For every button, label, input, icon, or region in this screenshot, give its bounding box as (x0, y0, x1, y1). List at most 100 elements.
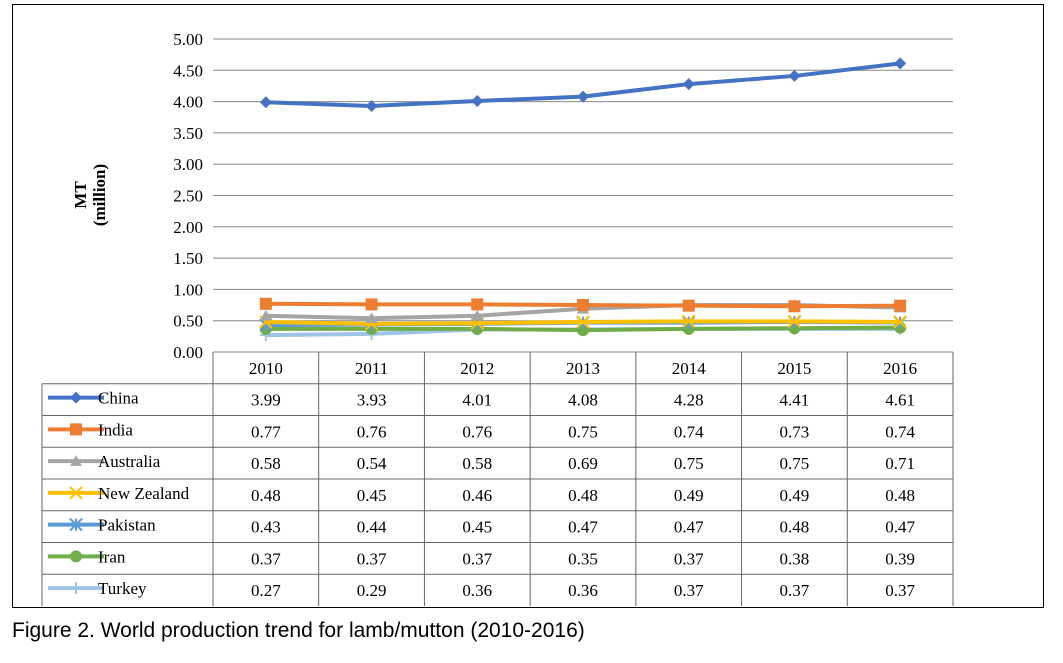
data-label-iran: 0.37 (674, 549, 704, 568)
data-label-iran: 0.39 (885, 549, 915, 568)
data-label-iran: 0.37 (462, 549, 492, 568)
data-label-india: 0.74 (674, 422, 704, 441)
data-label-india: 0.76 (462, 422, 492, 441)
data-label-china: 3.93 (357, 391, 387, 410)
data-label-china: 4.28 (674, 391, 704, 410)
y-axis-ticks: 0.00 0.50 1.00 1.50 2.00 2.50 3.00 3.50 4.00 4.50… (173, 30, 203, 362)
data-label-australia: 0.58 (251, 454, 281, 473)
y-tick-label: 5.00 (173, 30, 203, 49)
data-label-india: 0.75 (568, 422, 598, 441)
data-label-china: 4.01 (462, 391, 492, 410)
data-label-turkey: 0.37 (674, 581, 704, 600)
legend-entry-australia: Australia (98, 452, 161, 471)
data-label-pakistan: 0.45 (462, 518, 492, 537)
data-label-china: 4.61 (885, 391, 915, 410)
data-label-australia: 0.69 (568, 454, 598, 473)
data-point-india (577, 299, 589, 312)
data-label-turkey: 0.36 (462, 581, 492, 600)
legend-marker-turkey (70, 582, 82, 595)
data-label-new-zealand: 0.48 (568, 486, 598, 505)
y-tick-label: 3.00 (173, 155, 203, 174)
legend-marker-china (70, 391, 82, 404)
data-label-new-zealand: 0.45 (357, 486, 387, 505)
data-label-iran: 0.38 (780, 549, 810, 568)
data-label-iran: 0.37 (357, 549, 387, 568)
data-label-new-zealand: 0.46 (462, 486, 492, 505)
data-label-turkey: 0.36 (568, 581, 598, 600)
data-label-turkey: 0.37 (780, 581, 810, 600)
data-label-australia: 0.75 (780, 454, 810, 473)
legend-entry-new-zealand: New Zealand (98, 484, 190, 503)
y-tick-label: 4.00 (173, 93, 203, 112)
data-label-new-zealand: 0.48 (251, 486, 281, 505)
data-point-china (682, 78, 695, 91)
data-label-china: 4.41 (780, 391, 810, 410)
y-tick-label: 4.50 (173, 61, 203, 80)
data-point-india (894, 299, 907, 312)
x-category-label: 2015 (777, 359, 811, 378)
data-point-new-zealand (682, 314, 696, 329)
legend-marker-india (70, 423, 82, 436)
data-label-pakistan: 0.48 (780, 518, 810, 537)
y-tick-label: 1.00 (173, 280, 203, 299)
legend-entry-china: China (98, 389, 139, 408)
data-label-pakistan: 0.47 (568, 518, 598, 537)
data-point-china (471, 94, 484, 107)
data-point-new-zealand (576, 315, 590, 329)
data-label-pakistan: 0.47 (674, 518, 704, 537)
y-tick-label: 1.50 (173, 249, 203, 268)
data-label-turkey: 0.37 (885, 581, 915, 600)
data-point-australia (365, 312, 378, 323)
data-point-new-zealand (893, 315, 907, 329)
data-label-new-zealand: 0.49 (674, 486, 704, 505)
data-label-india: 0.74 (885, 422, 915, 441)
data-label-australia: 0.75 (674, 454, 704, 473)
figure-caption: Figure 2. World production trend for lam… (12, 619, 585, 642)
legend-entry-iran: Iran (98, 547, 126, 566)
data-point-australia (471, 309, 484, 321)
data-label-iran: 0.35 (568, 549, 598, 568)
legend-entry-pakistan: Pakistan (98, 516, 156, 535)
x-category-label: 2012 (460, 359, 494, 378)
y-tick-label: 2.00 (173, 218, 203, 237)
data-label-turkey: 0.27 (251, 581, 281, 600)
data-label-australia: 0.58 (462, 454, 492, 473)
legend-marker-iran (70, 550, 82, 563)
data-label-pakistan: 0.43 (251, 518, 281, 537)
data-label-australia: 0.54 (357, 454, 387, 473)
legend-marker-new-zealand (69, 486, 83, 500)
data-point-india (365, 298, 378, 311)
data-point-new-zealand (787, 314, 802, 329)
line-chart: 0.00 0.50 1.00 1.50 2.00 2.50 3.00 3.50 4.00 4.50… (41, 30, 954, 606)
y-tick-label: 0.50 (173, 312, 203, 331)
data-label-new-zealand: 0.48 (885, 486, 915, 505)
legend-entry-turkey: Turkey (98, 579, 147, 598)
data-label-china: 4.08 (568, 391, 598, 410)
data-point-china (894, 57, 907, 70)
data-point-india (471, 298, 484, 311)
x-category-label: 2010 (249, 359, 283, 378)
data-point-iran (577, 324, 589, 337)
data-label-india: 0.77 (251, 422, 281, 441)
y-tick-label: 3.50 (173, 124, 203, 143)
y-axis-label: MT(million) (71, 164, 109, 226)
data-label-pakistan: 0.47 (885, 518, 915, 537)
data-label-india: 0.73 (780, 422, 810, 441)
x-category-label: 2013 (566, 359, 600, 378)
legend-marker-pakistan (69, 517, 83, 532)
y-tick-label: 0.00 (173, 343, 203, 362)
data-label-india: 0.76 (357, 422, 387, 441)
data-point-india (788, 300, 801, 313)
data-point-india (259, 297, 272, 310)
data-point-china (577, 90, 589, 103)
x-category-label: 2016 (883, 359, 917, 378)
data-table: 2010 2011 2012 2013 2014 2015 2016 China 3.99 3.9… (41, 352, 954, 606)
x-category-label: 2014 (672, 359, 707, 378)
data-label-new-zealand: 0.49 (780, 486, 810, 505)
chart-frame: 0.00 0.50 1.00 1.50 2.00 2.50 3.00 3.50 4.00 4.50… (12, 4, 1044, 608)
data-label-australia: 0.71 (885, 454, 915, 473)
data-label-pakistan: 0.44 (357, 518, 387, 537)
data-point-india (682, 299, 695, 312)
series-lines (259, 57, 907, 342)
data-point-china (259, 96, 272, 109)
